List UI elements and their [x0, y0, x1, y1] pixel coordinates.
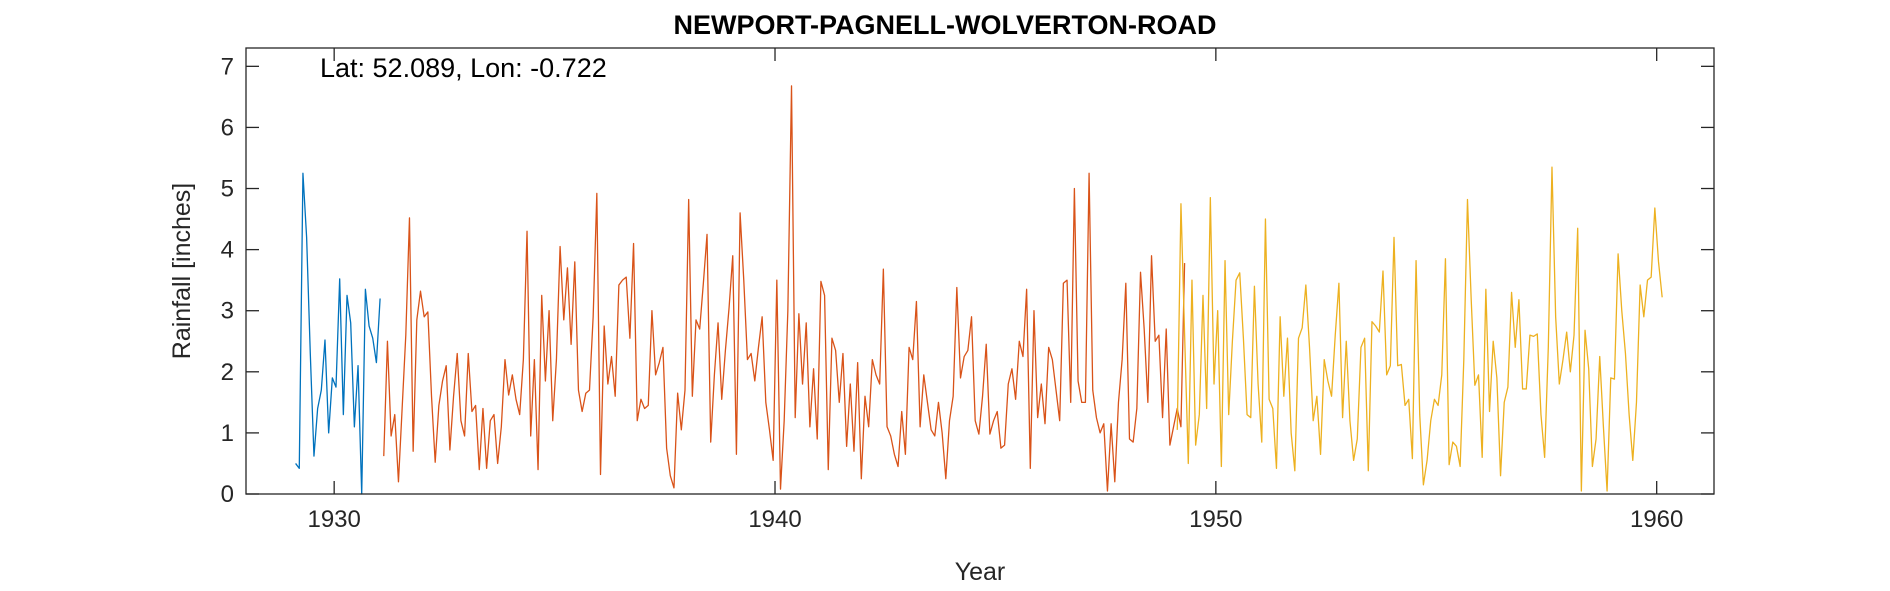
y-tick-label: 5 [221, 176, 234, 203]
y-tick-label: 1 [221, 420, 234, 447]
y-tick-label: 0 [221, 481, 234, 508]
chart-title: NEWPORT-PAGNELL-WOLVERTON-ROAD [674, 10, 1217, 40]
y-axis-label: Rainfall [inches] [168, 183, 196, 359]
series-line-1 [295, 172, 381, 495]
location-annotation: Lat: 52.089, Lon: -0.722 [320, 53, 607, 83]
series-line-2 [383, 85, 1186, 492]
x-axis: 1930 1940 1950 1960 [307, 48, 1683, 533]
y-axis: 0 1 2 3 4 5 6 7 [221, 53, 1714, 508]
series-line-3 [1176, 166, 1663, 492]
x-tick-label: 1940 [748, 506, 801, 533]
series-layer [295, 85, 1663, 495]
x-tick-label: 1930 [307, 506, 360, 533]
x-tick-label: 1950 [1189, 506, 1242, 533]
y-tick-label: 3 [221, 298, 234, 325]
y-tick-label: 4 [221, 237, 234, 264]
x-axis-label: Year [955, 558, 1006, 586]
x-tick-label: 1960 [1630, 506, 1683, 533]
plot-area [245, 47, 1715, 495]
y-tick-label: 7 [221, 53, 234, 80]
y-tick-label: 2 [221, 359, 234, 386]
y-tick-label: 6 [221, 114, 234, 141]
